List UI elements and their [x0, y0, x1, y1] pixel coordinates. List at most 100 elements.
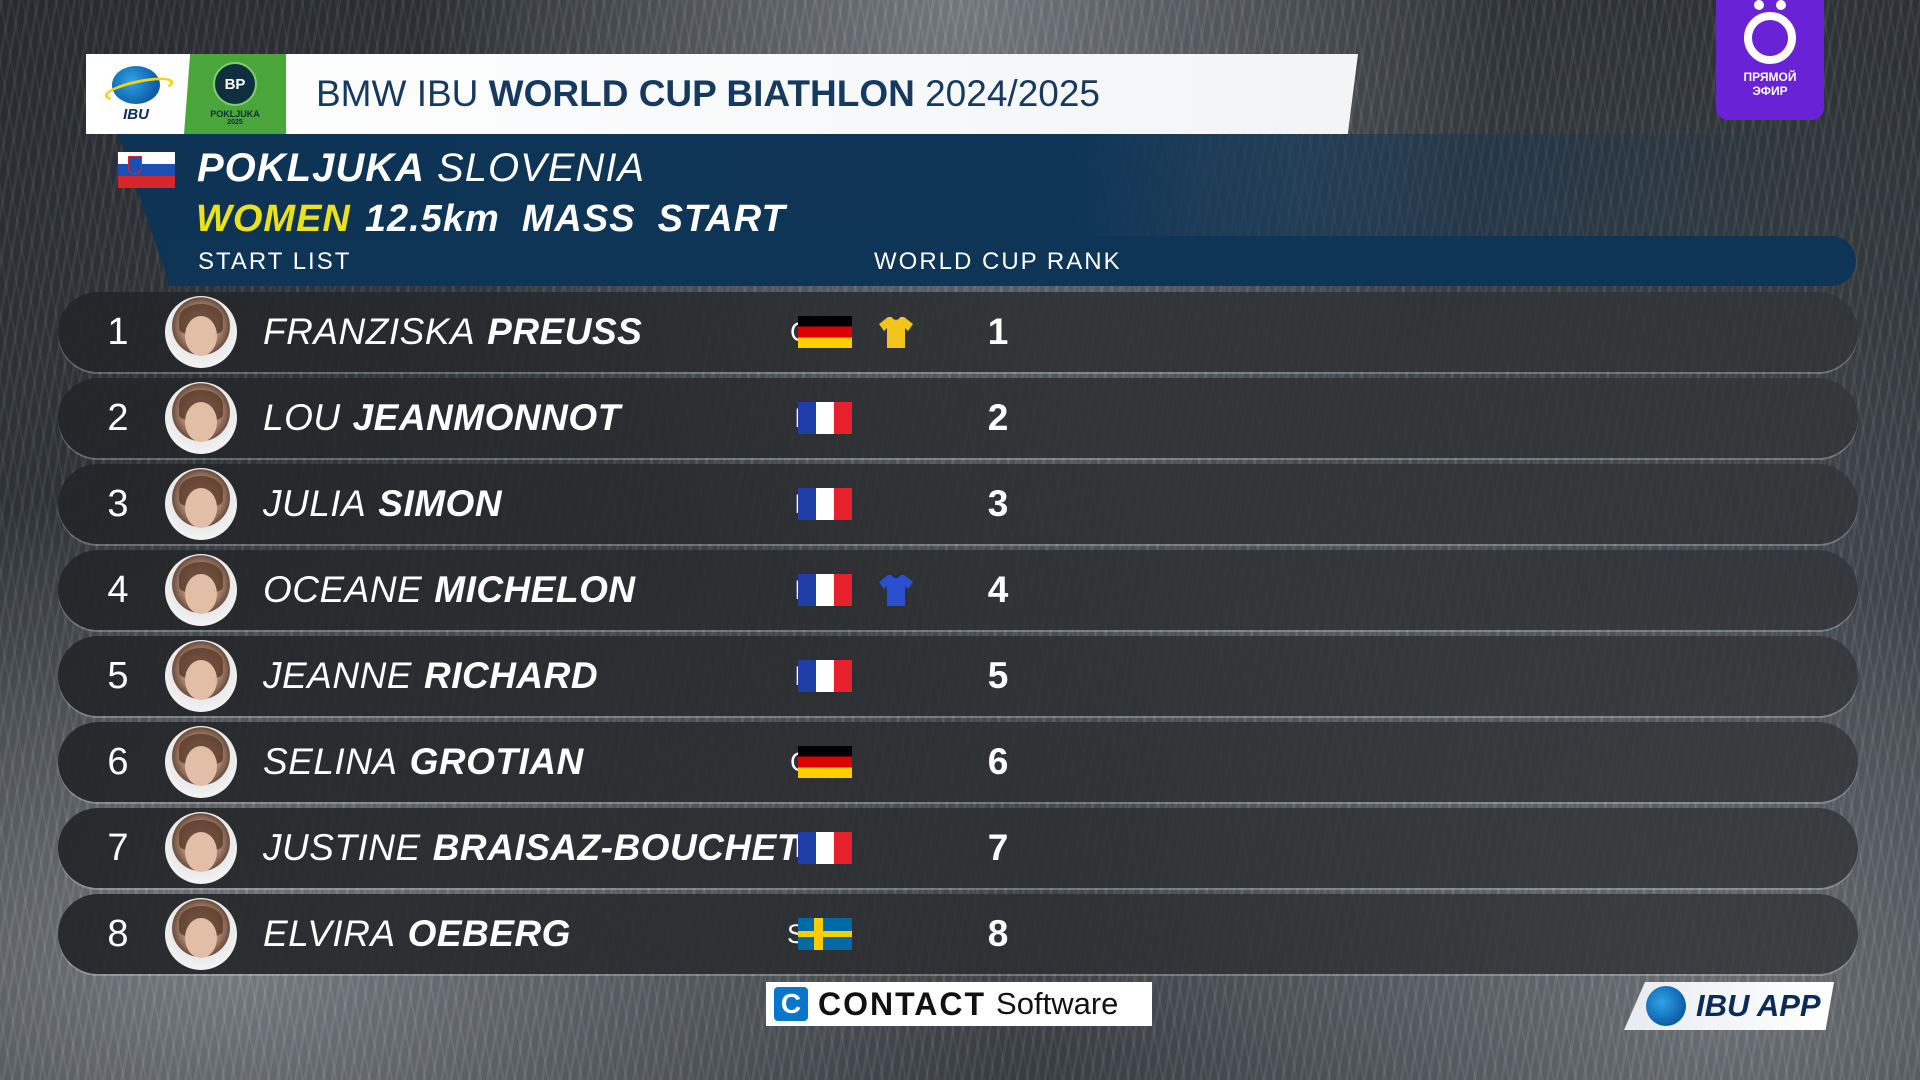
nation-flag-icon	[798, 832, 852, 864]
sponsor-suffix: Software	[996, 986, 1119, 1021]
race-distance: 12.5km	[364, 198, 500, 240]
athlete-name: OCEANE MICHELON	[263, 550, 636, 630]
start-position: 7	[107, 826, 129, 869]
nation-flag-icon	[798, 488, 852, 520]
athlete-last-name: MICHELON	[434, 569, 636, 610]
venue-country: SLOVENIA	[437, 146, 646, 190]
world-cup-rank: 5	[987, 655, 1009, 696]
venue-name: POKLJUKA	[197, 146, 426, 190]
ibu-app-logo: IBU APP	[1624, 982, 1834, 1030]
athlete-last-name: PREUSS	[487, 311, 643, 352]
nation-flag-icon	[798, 574, 852, 606]
start-position: 5	[107, 654, 129, 697]
nation-flag-icon	[798, 918, 852, 950]
pokljuka-logo: BP POKLJUKA 2025	[184, 54, 286, 134]
start-list-label: START LIST	[198, 248, 352, 275]
leader-bib-icon	[878, 312, 914, 352]
athlete-first-name: OCEANE	[263, 569, 423, 610]
athlete-first-name: JEANNE	[263, 655, 412, 696]
start-position: 6	[107, 740, 129, 783]
venue-line: POKLJUKA SLOVENIA	[197, 146, 645, 191]
athlete-last-name: SIMON	[378, 483, 503, 524]
athlete-name: JULIA SIMON	[263, 464, 502, 544]
world-cup-rank-label: WORLD CUP RANK	[874, 248, 1122, 275]
slovenia-flag-icon	[118, 152, 175, 188]
world-cup-rank: 3	[987, 483, 1009, 524]
leader-bib-icon	[878, 570, 914, 610]
title-prefix: BMW IBU	[316, 73, 479, 114]
ibu-logo-text: IBU	[123, 105, 149, 123]
nation-flag-icon	[798, 746, 852, 778]
live-label-line1: ПРЯМОЙ	[1743, 70, 1797, 84]
world-cup-rank: 8	[987, 913, 1009, 954]
nation-flag-icon	[798, 402, 852, 434]
athlete-last-name: RICHARD	[423, 655, 599, 696]
athlete-first-name: FRANZISKA	[263, 311, 476, 352]
world-cup-rank: 4	[987, 569, 1009, 610]
athlete-first-name: SELINA	[263, 741, 398, 782]
athlete-name: SELINA GROTIAN	[263, 722, 584, 802]
athlete-last-name: GROTIAN	[409, 741, 584, 782]
competition-title: BMW IBU WORLD CUP BIATHLON 2024/2025	[316, 54, 1100, 134]
start-position: 3	[107, 482, 129, 525]
channel-logo-icon	[1744, 0, 1796, 64]
athlete-photo	[165, 554, 237, 626]
athlete-first-name: JULIA	[263, 483, 367, 524]
ibu-app-icon	[1646, 986, 1686, 1026]
nation-flag-icon	[798, 316, 852, 348]
start-position: 4	[107, 568, 129, 611]
athlete-name: LOU JEANMONNOT	[263, 378, 621, 458]
athlete-photo	[165, 382, 237, 454]
athlete-last-name: OEBERG	[407, 913, 571, 954]
athlete-last-name: BRAISAZ-BOUCHET	[432, 827, 800, 868]
pokljuka-badge-icon: BP	[213, 62, 257, 106]
athlete-photo	[165, 726, 237, 798]
competition-header: IBU BP POKLJUKA 2025 BMW IBU WORLD CUP B…	[86, 54, 1358, 134]
ibu-logo: IBU	[86, 54, 186, 134]
ibu-app-label: IBU APP	[1696, 988, 1821, 1023]
world-cup-rank: 1	[987, 311, 1009, 352]
race-gender: WOMEN	[196, 198, 351, 240]
title-main: WORLD CUP BIATHLON	[488, 73, 915, 114]
sponsor-banner: C CONTACT Software	[766, 982, 1152, 1026]
start-position: 1	[107, 310, 129, 353]
athlete-first-name: ELVIRA	[263, 913, 396, 954]
live-broadcast-badge: ПРЯМОЙ ЭФИР	[1716, 0, 1824, 120]
column-header-bar	[168, 236, 1856, 286]
world-cup-rank: 7	[987, 827, 1009, 868]
start-position: 8	[107, 912, 129, 955]
contact-software-logo-icon: C	[774, 987, 808, 1021]
pokljuka-logo-text: POKLJUKA	[210, 109, 260, 119]
world-cup-rank: 2	[987, 397, 1009, 438]
athlete-photo	[165, 296, 237, 368]
athlete-photo	[165, 640, 237, 712]
race-format-1: MASS	[521, 198, 636, 240]
athlete-photo	[165, 898, 237, 970]
race-format-2: START	[657, 198, 786, 240]
athlete-name: JUSTINE BRAISAZ-BOUCHET	[263, 808, 800, 888]
start-position: 2	[107, 396, 129, 439]
athlete-name: JEANNE RICHARD	[263, 636, 598, 716]
sponsor-brand: CONTACT	[818, 985, 987, 1022]
athlete-first-name: JUSTINE	[263, 827, 421, 868]
athlete-photo	[165, 468, 237, 540]
live-label-line2: ЭФИР	[1752, 84, 1788, 98]
athlete-last-name: JEANMONNOT	[352, 397, 621, 438]
world-cup-rank: 6	[987, 741, 1009, 782]
athlete-first-name: LOU	[263, 397, 341, 438]
pokljuka-logo-year: 2025	[227, 119, 243, 126]
athlete-name: ELVIRA OEBERG	[263, 894, 571, 974]
nation-flag-icon	[798, 660, 852, 692]
ibu-globe-icon	[112, 65, 160, 104]
title-season: 2024/2025	[925, 73, 1101, 114]
athlete-photo	[165, 812, 237, 884]
athlete-name: FRANZISKA PREUSS	[263, 292, 642, 372]
